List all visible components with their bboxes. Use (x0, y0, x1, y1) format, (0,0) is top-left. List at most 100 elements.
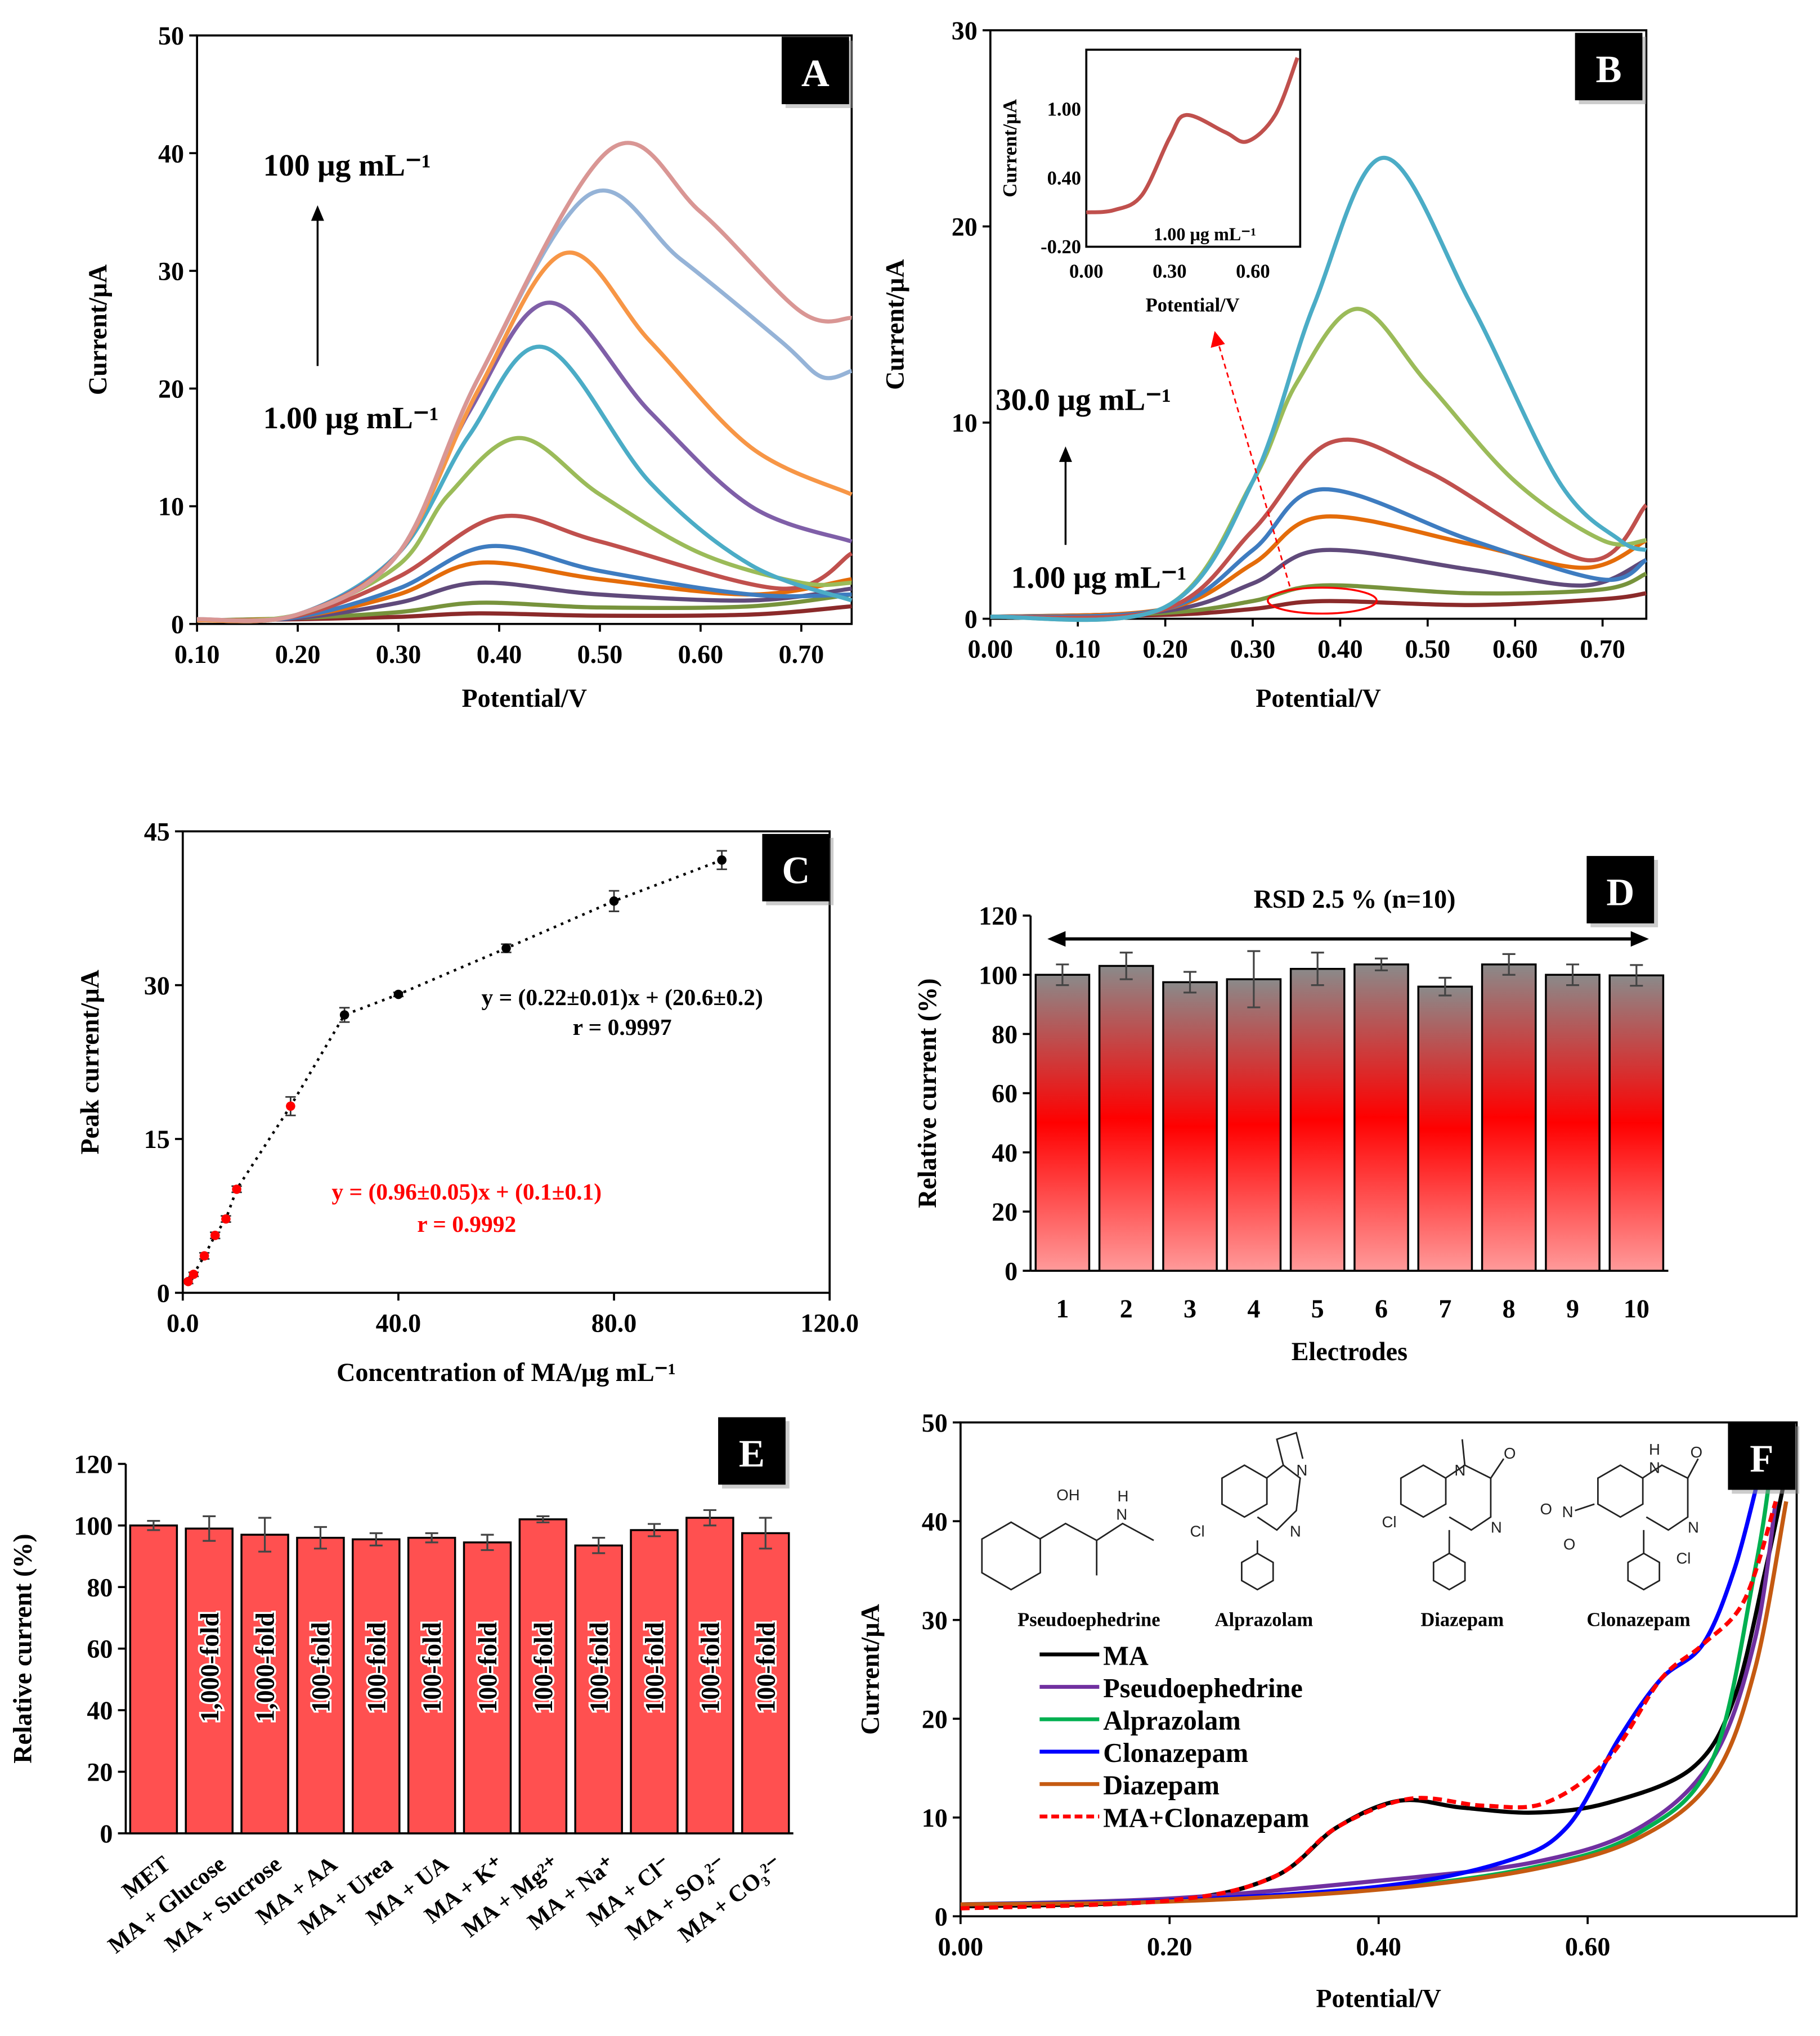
atom-label: H (1118, 1487, 1129, 1505)
x-tick-label: 40.0 (376, 1308, 422, 1337)
data-point (501, 943, 511, 953)
bar (463, 1541, 512, 1835)
series-line-diazepam (960, 1501, 1788, 1907)
bar (1098, 965, 1154, 1272)
benzene-ring-icon (1400, 1464, 1447, 1518)
bar (129, 1524, 178, 1835)
panel-label-E: E (718, 1417, 790, 1489)
y-tick-label: 80 (87, 1573, 113, 1602)
atom-label: O (1691, 1443, 1703, 1461)
error-bar (1119, 952, 1133, 980)
bar (1162, 981, 1218, 1272)
bar-fold-label: 100-fold (640, 1622, 669, 1713)
y-axis-label: Current/μA (856, 1604, 885, 1734)
data-point (609, 896, 619, 906)
bond-icon (1575, 1458, 1699, 1554)
y-tick-label: 20 (952, 213, 978, 241)
x-axis-label: Electrodes (1292, 1337, 1407, 1366)
atom-label: N (1454, 1461, 1465, 1479)
arrow-head-icon (1211, 331, 1225, 348)
panel-c: 0 15 30 45 0.0 40.0 80.0 120.0 Concentration of … (75, 817, 859, 1387)
atom-label: Cl (1676, 1550, 1691, 1567)
chemical-structures: Pseudoephedrine Alprazolam Diazepam Clonaze… (981, 1432, 1703, 1630)
panel-f: 0 10 20 30 40 50 0.00 0.20 0.40 0.60 Potential/V Cu… (856, 1409, 1798, 2013)
error-bar (1566, 963, 1580, 986)
data-point (210, 1230, 220, 1240)
data-point (393, 989, 404, 999)
y-tick-label: 0 (100, 1819, 113, 1848)
annotation-low: 1.00 μg mL⁻¹ (263, 401, 439, 435)
error-bar (1630, 964, 1643, 987)
bar-fold-label: 100-fold (696, 1622, 725, 1713)
highlight-ellipse (1267, 586, 1378, 615)
y-tick-label: 0 (171, 610, 184, 639)
benzene-ring-icon (1627, 1552, 1661, 1591)
bar (518, 1518, 568, 1835)
benzene-ring-icon (981, 1521, 1041, 1591)
legend-label: MA (1103, 1641, 1149, 1671)
bar (1034, 974, 1091, 1272)
benzene-ring-icon (1432, 1552, 1466, 1591)
y-tick-label: 30 (922, 1606, 948, 1635)
error-bar (1184, 971, 1197, 994)
annotation-high: 100 μg mL⁻¹ (263, 148, 431, 182)
inset-x-tick-label: 0.60 (1236, 261, 1270, 282)
atom-label: N (1491, 1518, 1502, 1536)
badge-box (1575, 33, 1643, 101)
bar-fold-label: 100-fold (418, 1622, 446, 1713)
x-tick-label: 0.40 (1356, 1932, 1401, 1961)
x-tick-label: 0.0 (167, 1308, 199, 1337)
atom-label: OH (1056, 1486, 1079, 1504)
error-bar (759, 1517, 772, 1550)
x-tick-label: 80.0 (591, 1308, 637, 1337)
error-bar (536, 1515, 550, 1523)
x-axis-label: Concentration of MA/μg mL⁻¹ (337, 1358, 676, 1387)
y-tick-label: 40 (87, 1696, 113, 1725)
series-line (196, 344, 853, 624)
structure-name: Alprazolam (1215, 1609, 1314, 1630)
y-tick-label: 100 (979, 961, 1017, 989)
structure-name: Diazepam (1420, 1609, 1504, 1630)
badge-box (781, 37, 849, 105)
y-tick-label: 10 (158, 492, 184, 521)
inset-x-axis-label: Potential/V (1146, 295, 1240, 316)
y-tick-label: 30 (158, 257, 184, 285)
y-axis-label: Current/μA (83, 264, 112, 395)
x-tick-label: 0.00 (968, 635, 1014, 663)
y-tick-label: 40 (158, 139, 184, 168)
y-tick-label: 30 (144, 971, 170, 1000)
error-bar (592, 1537, 606, 1554)
badge-box (1728, 1422, 1796, 1490)
x-axis-label: Potential/V (1316, 1984, 1441, 2013)
correlation-coefficient: r = 0.9997 (573, 1014, 672, 1040)
legend-label: Alprazolam (1103, 1706, 1240, 1736)
bar (1353, 963, 1409, 1272)
x-tick-label: 0.20 (275, 640, 321, 669)
error-bar (703, 1509, 716, 1527)
x-tick-label: 7 (1438, 1294, 1451, 1323)
bar (1226, 978, 1282, 1272)
atom-label: Cl (1190, 1522, 1205, 1540)
panel-b: 0 10 20 30 0.00 0.10 0.20 0.30 0.40 0.50 0.60 0.70 P… (880, 16, 1648, 712)
y-tick-label: 20 (87, 1758, 113, 1787)
error-bar (1311, 952, 1324, 986)
atom-label: O (1540, 1500, 1552, 1518)
panel-label-C: C (762, 833, 834, 905)
x-tick-label: 0.50 (1405, 635, 1451, 663)
bar-fold-label: 100-fold (751, 1622, 780, 1713)
inset-y-tick-label: 0.40 (1047, 168, 1081, 189)
x-tick-label: 10 (1624, 1294, 1649, 1323)
y-tick-label: 45 (144, 817, 170, 846)
bond-icon (1039, 1522, 1154, 1576)
inset-series-line (1086, 57, 1299, 214)
inset-pointer-arrow (1217, 343, 1291, 587)
inset-y-tick-label: -0.20 (1041, 236, 1081, 258)
bond-icon (1445, 1439, 1505, 1554)
bond-icon (1256, 1432, 1304, 1554)
annotation-low: 1.00 μg mL⁻¹ (1011, 560, 1187, 594)
atom-label: N (1116, 1505, 1127, 1523)
inset-x-tick-label: 0.30 (1153, 261, 1186, 282)
plot-frame (181, 830, 831, 1294)
data-point (232, 1184, 241, 1194)
error-bar (147, 1519, 160, 1531)
